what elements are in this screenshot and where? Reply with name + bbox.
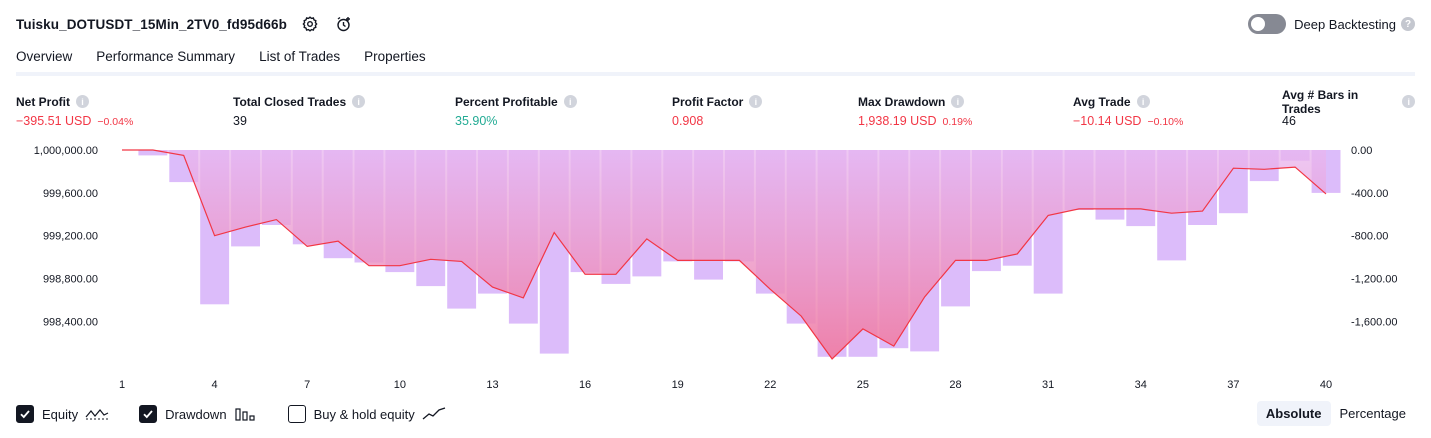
metric-total-closed-trades: Total Closed Trades i 39 xyxy=(233,94,366,128)
metric-percent-profitable: Percent Profitable i 35.90% xyxy=(455,94,577,128)
x-axis-tick: 25 xyxy=(857,379,869,391)
tab-performance-summary[interactable]: Performance Summary xyxy=(96,49,236,64)
x-axis-tick: 1 xyxy=(119,379,125,391)
x-axis-tick: 31 xyxy=(1042,379,1054,391)
tab-bar: Overview Performance Summary List of Tra… xyxy=(16,46,450,76)
metric-label: Avg Trade xyxy=(1073,94,1131,109)
tab-properties[interactable]: Properties xyxy=(364,49,426,64)
metric-value: 0.908 xyxy=(672,114,704,128)
equity-area xyxy=(122,150,1326,359)
metric-value: 35.90% xyxy=(455,114,498,128)
metric-value: 46 xyxy=(1282,114,1296,128)
x-axis-tick: 13 xyxy=(486,379,498,391)
absolute-button[interactable]: Absolute xyxy=(1256,401,1331,426)
buy-hold-equity-checkbox[interactable] xyxy=(287,405,306,423)
percentage-button[interactable]: Percentage xyxy=(1339,406,1407,421)
drawdown-bars-icon xyxy=(234,406,258,422)
drawdown-bar xyxy=(138,150,168,156)
equity-line-icon xyxy=(85,406,109,422)
metric-profit-factor: Profit Factor i 0.908 xyxy=(672,94,763,128)
deep-backtesting-label: Deep Backtesting xyxy=(1294,16,1396,32)
x-axis-tick: 19 xyxy=(672,379,684,391)
metric-value: 39 xyxy=(233,114,247,128)
metric-label: Avg # Bars in Trades xyxy=(1282,87,1359,116)
left-axis-tick: 998,800.00 xyxy=(43,274,98,286)
metric-percent: −0.10% xyxy=(1147,116,1184,128)
x-axis-tick: 28 xyxy=(949,379,961,391)
right-axis-tick: -800.00 xyxy=(1351,231,1388,243)
info-icon[interactable]: i xyxy=(1136,95,1150,108)
x-axis-tick: 22 xyxy=(764,379,776,391)
metric-percent: −0.04% xyxy=(97,116,134,128)
x-axis-tick: 10 xyxy=(394,379,406,391)
x-axis-tick: 37 xyxy=(1227,379,1239,391)
metric-avg-bars-in-trades: Avg # Bars in Trades i 46 xyxy=(1282,88,1415,128)
deep-backtesting: Deep Backtesting ? xyxy=(1248,12,1415,36)
right-axis-tick: 0.00 xyxy=(1351,145,1372,157)
metric-label: Net Profit xyxy=(16,94,70,109)
right-axis-tick: -1,200.00 xyxy=(1351,274,1397,286)
legend-buy-hold-equity[interactable]: Buy & hold equity xyxy=(287,405,446,423)
left-axis-tick: 999,200.00 xyxy=(43,231,98,243)
right-axis-tick: -400.00 xyxy=(1351,188,1388,200)
legend-label: Equity xyxy=(42,406,79,422)
metric-percent: 0.19% xyxy=(942,116,973,128)
left-axis-tick: 1,000,000.00 xyxy=(34,145,98,157)
left-axis-tick: 999,600.00 xyxy=(43,188,98,200)
metric-net-profit: Net Profit i −395.51 USD −0.04% xyxy=(16,94,134,129)
legend-label: Buy & hold equity xyxy=(313,406,415,422)
view-mode-switch: Absolute Percentage xyxy=(1256,401,1415,426)
x-axis-tick: 40 xyxy=(1320,379,1332,391)
x-axis-tick: 34 xyxy=(1135,379,1147,391)
x-axis-tick: 7 xyxy=(304,379,310,391)
gear-icon[interactable] xyxy=(299,13,321,35)
metric-label: Percent Profitable xyxy=(455,94,558,109)
equity-drawdown-chart[interactable]: 1,000,000.00 999,600.00 999,200.00 998,800.… xyxy=(0,138,1431,393)
metric-label: Max Drawdown xyxy=(858,94,946,109)
chart-legend: Equity Drawdown Buy & hold equity xyxy=(16,403,476,425)
metrics-row: Net Profit i −395.51 USD −0.04% Total Clos… xyxy=(16,88,1415,130)
deep-backtesting-toggle[interactable] xyxy=(1248,14,1287,34)
strategy-name: Tuisku_DOTUSDT_15Min_2TV0_fd95d66b xyxy=(16,16,287,32)
tab-list-of-trades[interactable]: List of Trades xyxy=(259,49,341,64)
info-icon[interactable]: i xyxy=(76,95,89,108)
metric-value: −395.51 USD xyxy=(16,114,92,128)
info-icon[interactable]: i xyxy=(563,95,577,108)
metric-value: −10.14 USD xyxy=(1073,114,1142,128)
metric-label: Profit Factor xyxy=(672,94,744,109)
metric-label: Total Closed Trades xyxy=(233,94,347,109)
equity-checkbox[interactable] xyxy=(16,405,34,423)
x-axis-tick: 16 xyxy=(579,379,591,391)
strategy-header: Tuisku_DOTUSDT_15Min_2TV0_fd95d66b xyxy=(16,12,355,36)
info-icon[interactable]: i xyxy=(951,95,965,108)
info-icon[interactable]: i xyxy=(749,95,763,108)
right-axis-tick: -1,600.00 xyxy=(1351,316,1397,328)
legend-label: Drawdown xyxy=(165,406,227,422)
metric-value: 1,938.19 USD xyxy=(858,114,937,128)
metric-avg-trade: Avg Trade i −10.14 USD −0.10% xyxy=(1073,94,1184,129)
legend-equity[interactable]: Equity xyxy=(16,405,109,423)
help-icon[interactable]: ? xyxy=(1401,17,1415,31)
left-axis-tick: 998,400.00 xyxy=(43,316,98,328)
equity-line xyxy=(122,149,1327,360)
x-axis-tick: 4 xyxy=(212,379,218,391)
buy-hold-line-icon xyxy=(422,406,446,422)
info-icon[interactable]: i xyxy=(1402,95,1415,108)
legend-drawdown[interactable]: Drawdown xyxy=(139,405,257,423)
tab-divider xyxy=(16,72,1415,76)
drawdown-checkbox[interactable] xyxy=(139,405,158,423)
metric-max-drawdown: Max Drawdown i 1,938.19 USD 0.19% xyxy=(858,94,973,129)
info-icon[interactable]: i xyxy=(352,95,366,108)
add-alert-icon[interactable] xyxy=(333,13,355,35)
